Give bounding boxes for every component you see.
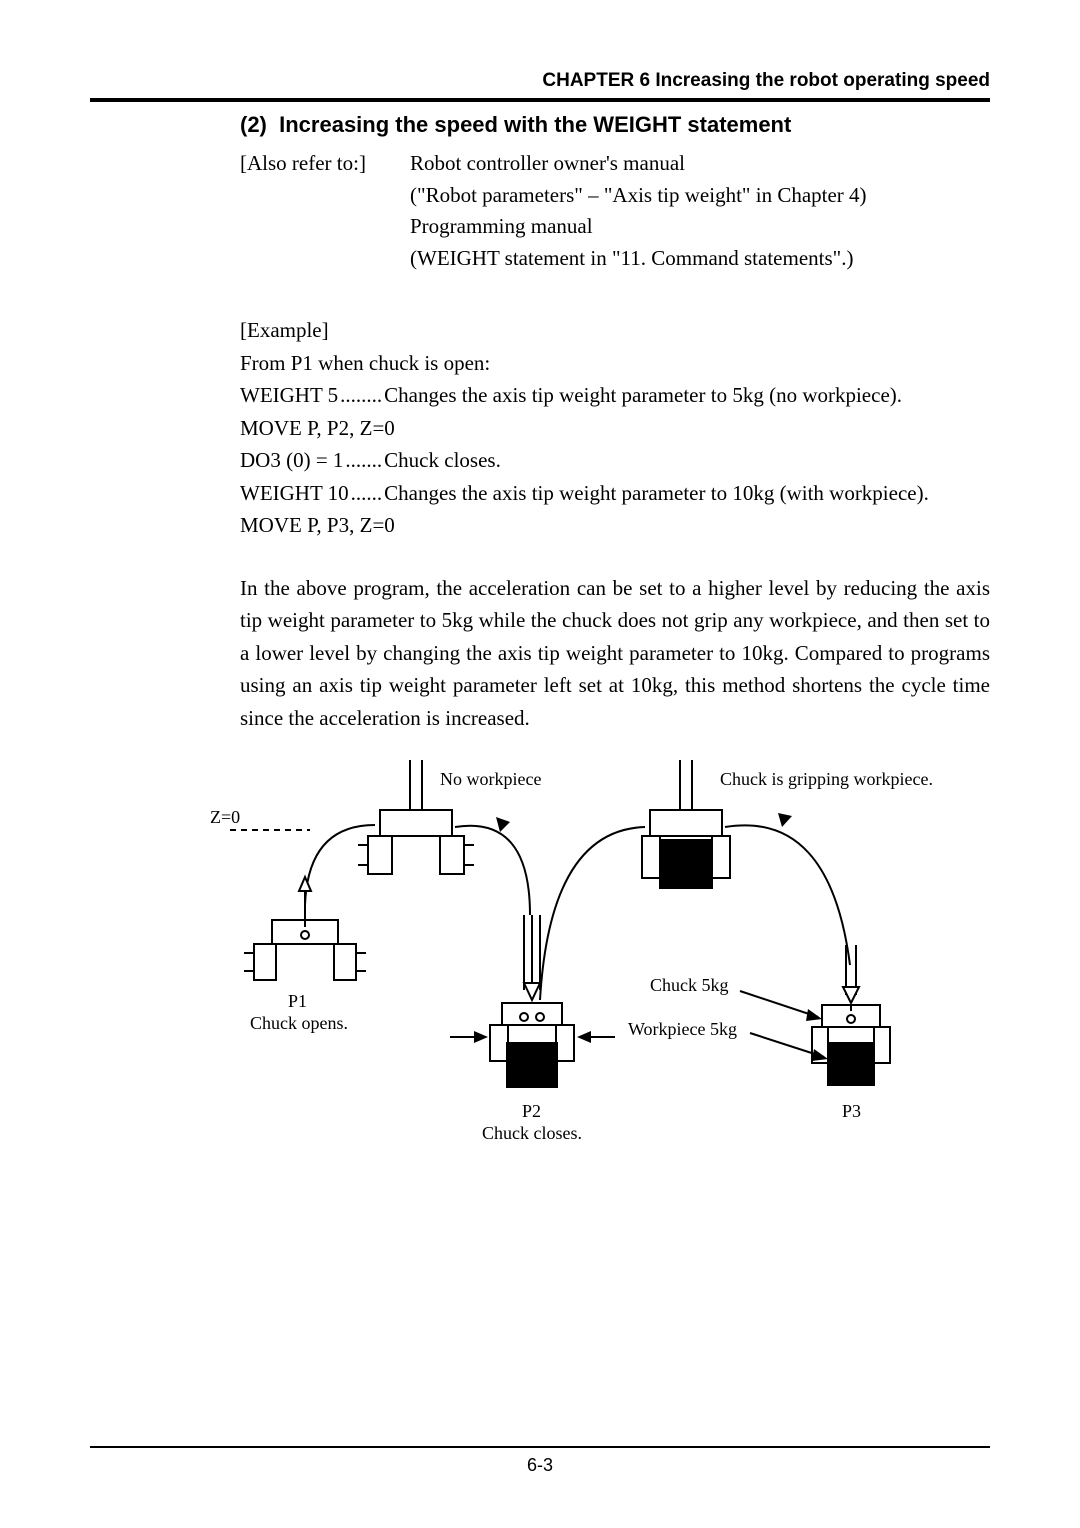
code-desc: Changes the axis tip weight parameter to… [384,379,990,412]
code-dots: ........ [338,379,384,412]
gripper-p3 [812,945,890,1085]
code-text: DO3 (0) = 1 [240,444,343,477]
label-p2: P2 [522,1101,541,1121]
section-heading: Increasing the speed with the WEIGHT sta… [279,112,791,137]
gripper-top-right [642,760,730,888]
code-row: MOVE P, P3, Z=0 [240,509,990,542]
label-no-workpiece: No workpiece [440,769,541,789]
section-number: (2) [240,112,267,137]
footer-rule [90,1446,990,1448]
label-z0: Z=0 [210,807,240,827]
code-row: MOVE P, P2, Z=0 [240,412,990,445]
example-block: [Example] From P1 when chuck is open: WE… [240,314,990,542]
code-dots: ....... [343,444,384,477]
code-row: WEIGHT 10 ...... Changes the axis tip we… [240,477,990,510]
label-wp5: Workpiece 5kg [628,1019,737,1039]
header-rule [90,98,990,102]
code-dots: ...... [349,477,385,510]
label-p1: P1 [288,991,307,1011]
also-refer-block: [Also refer to:] Robot controller owner'… [240,148,990,274]
gripper-p1 [244,877,366,980]
refer-line: ("Robot parameters" – "Axis tip weight" … [410,180,990,212]
code-text: WEIGHT 5 [240,379,338,412]
page-number: 6-3 [0,1455,1080,1476]
refer-line: Programming manual [410,211,990,243]
code-text: WEIGHT 10 [240,477,349,510]
diagram-svg: Z=0 No workpiece [210,755,970,1175]
code-desc: Changes the axis tip weight parameter to… [384,477,990,510]
section-title: (2) Increasing the speed with the WEIGHT… [240,112,990,138]
example-heading: [Example] [240,314,990,347]
label-chuck-closes: Chuck closes. [482,1123,582,1143]
body-paragraph: In the above program, the acceleration c… [240,572,990,735]
code-text: MOVE P, P3, Z=0 [240,509,395,542]
chapter-header: CHAPTER 6 Increasing the robot operating… [90,70,990,92]
gripper-p2 [450,915,615,1087]
example-intro: From P1 when chuck is open: [240,347,990,380]
label-chuck-opens: Chuck opens. [250,1013,348,1033]
label-gripping: Chuck is gripping workpiece. [720,769,933,789]
diagram: Z=0 No workpiece [210,755,990,1180]
label-p3: P3 [842,1101,861,1121]
code-row: WEIGHT 5 ........ Changes the axis tip w… [240,379,990,412]
code-row: DO3 (0) = 1 ....... Chuck closes. [240,444,990,477]
code-text: MOVE P, P2, Z=0 [240,412,395,445]
refer-line: Robot controller owner's manual [410,148,990,180]
code-desc: Chuck closes. [384,444,990,477]
page: CHAPTER 6 Increasing the robot operating… [0,0,1080,1528]
label-chuck5: Chuck 5kg [650,975,729,995]
refer-label: [Also refer to:] [240,148,410,274]
refer-line: (WEIGHT statement in "11. Command statem… [410,243,990,275]
